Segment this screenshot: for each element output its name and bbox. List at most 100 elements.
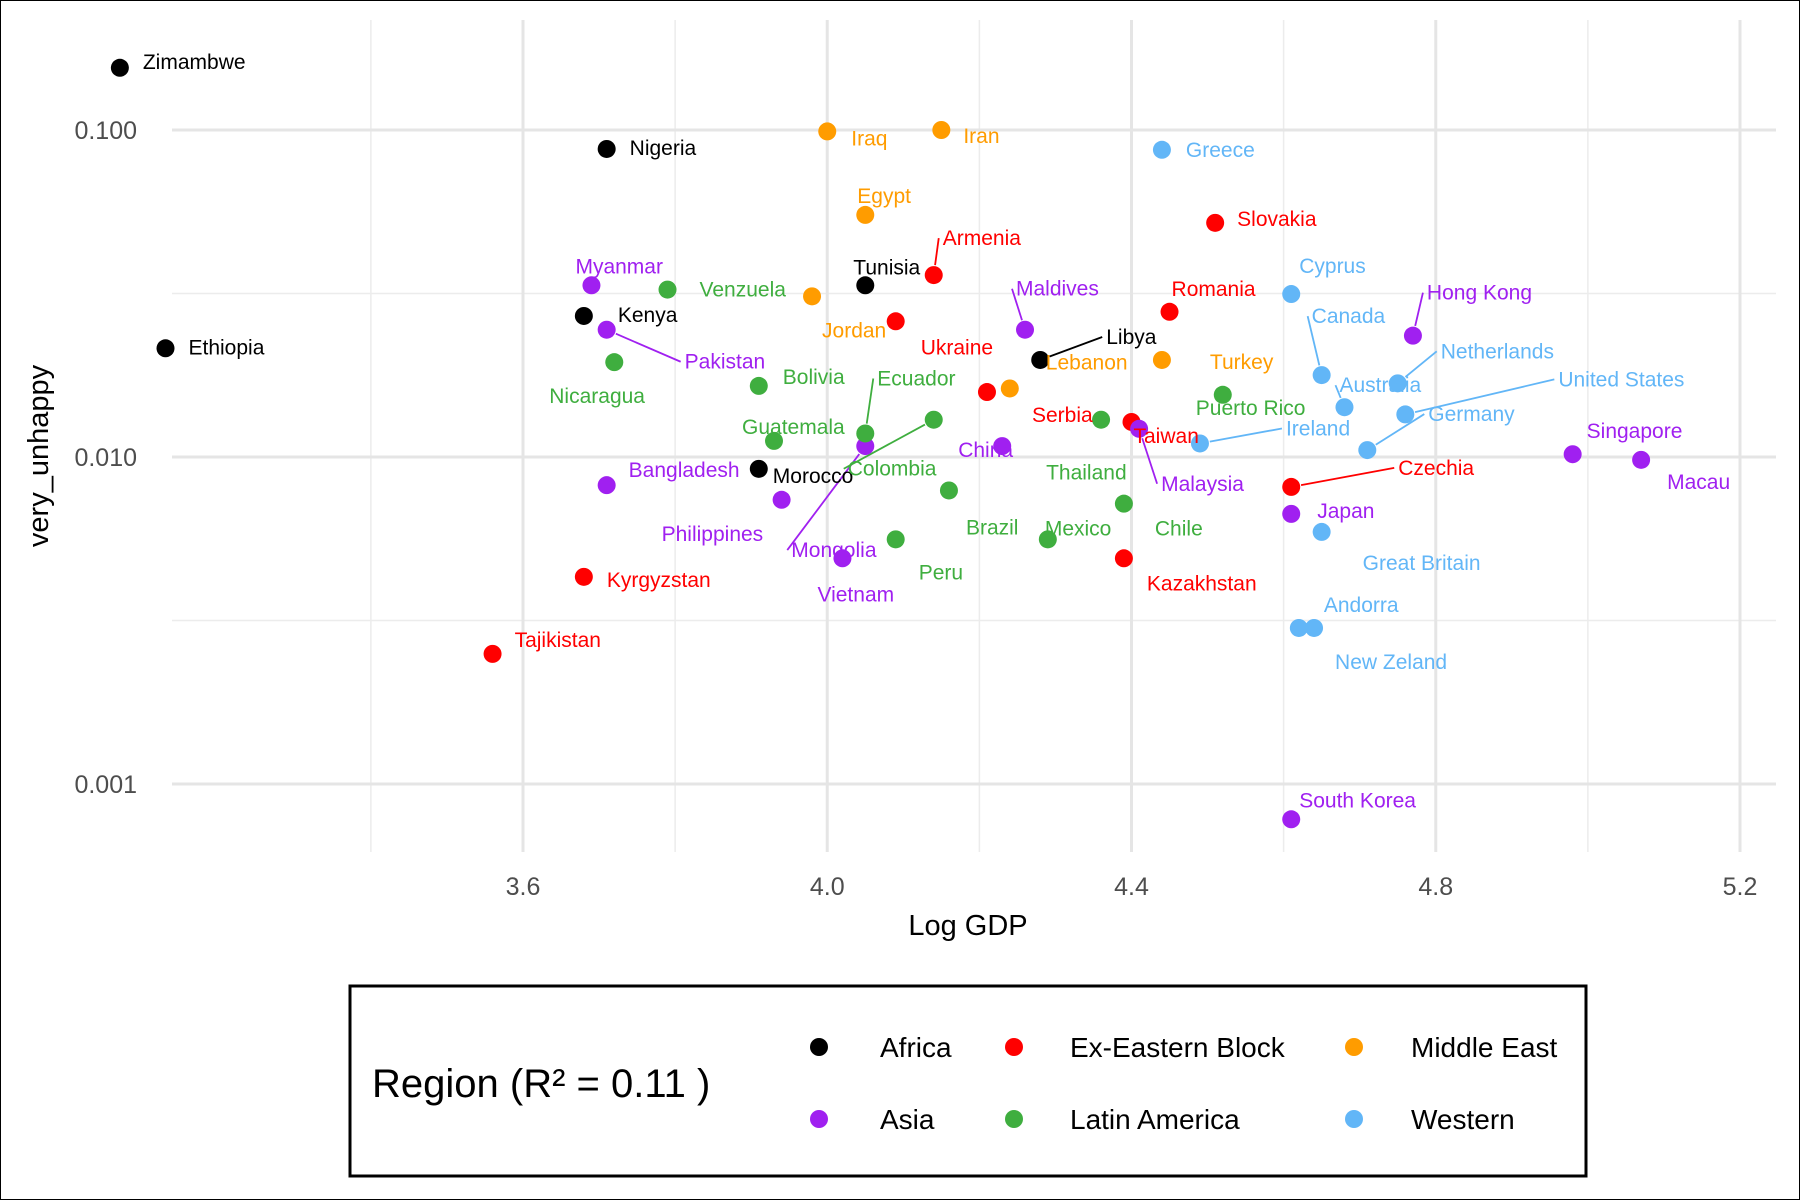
point-philippines — [772, 490, 791, 509]
point-peru — [886, 530, 905, 549]
leader-colombia — [843, 423, 926, 470]
point-zimambwe — [110, 58, 129, 77]
point-label-andorra: Andorra — [1324, 594, 1399, 617]
leader-maldives — [1011, 288, 1023, 321]
leader-germany — [1375, 413, 1425, 446]
point-label-peru: Peru — [919, 561, 963, 584]
point-romania — [1160, 302, 1179, 321]
point-label-cyprus: Cyprus — [1299, 255, 1366, 278]
point-guatemala — [765, 431, 784, 450]
point-ethiopia — [156, 339, 175, 358]
legend-key-latin-america — [1005, 1110, 1023, 1128]
point-nigeria — [597, 139, 616, 158]
point-label-egypt: Egypt — [857, 185, 911, 208]
legend-key-middle-east — [1345, 1038, 1363, 1056]
point-label-puerto-rico: Puerto Rico — [1196, 397, 1306, 420]
point-china — [993, 437, 1012, 456]
point-myanmar — [582, 276, 601, 295]
point-ireland — [1190, 434, 1209, 453]
point-label-tajikistan: Tajikistan — [515, 629, 601, 652]
point-libya — [1031, 350, 1050, 369]
point-label-netherlands: Netherlands — [1441, 340, 1554, 363]
point-puerto-rico — [1213, 385, 1232, 404]
point-label-canada: Canada — [1312, 305, 1386, 328]
point-label-malaysia: Malaysia — [1161, 473, 1244, 496]
point-label-morocco: Morocco — [773, 465, 854, 488]
point-brazil — [939, 481, 958, 500]
point-label-south-korea: South Korea — [1299, 789, 1416, 812]
legend-key-ex-eastern-block — [1005, 1038, 1023, 1056]
label-leader-lines — [615, 237, 1555, 551]
point-label-bangladesh: Bangladesh — [629, 459, 740, 482]
point-label-nigeria: Nigeria — [630, 137, 697, 160]
point-mexico — [1038, 530, 1057, 549]
point-new-zeland — [1305, 618, 1324, 637]
point-serbia — [977, 383, 996, 402]
point-label-maldives: Maldives — [1016, 278, 1099, 301]
point-label-ireland: Ireland — [1286, 417, 1350, 440]
point-label-pakistan: Pakistan — [685, 351, 766, 374]
legend-key-asia — [810, 1110, 828, 1128]
point-greece — [1152, 140, 1171, 159]
point-malaysia — [1130, 419, 1149, 438]
point-label-mexico: Mexico — [1045, 517, 1112, 540]
y-tick-label: 0.100 — [74, 117, 137, 145]
point-lebanon — [1000, 379, 1019, 398]
leader-ecuador — [865, 378, 875, 424]
legend-label-africa: Africa — [880, 1032, 952, 1063]
point-label-venzuela: Venzuela — [700, 279, 787, 302]
point-thailand — [1092, 410, 1111, 429]
leader-australia — [1334, 384, 1342, 399]
point-label-ethiopia: Ethiopia — [189, 336, 265, 359]
point-label-kazakhstan: Kazakhstan — [1147, 572, 1257, 595]
x-tick-label: 5.2 — [1723, 873, 1758, 901]
point-united-states — [1396, 405, 1415, 424]
legend-title: Region (R² = 0.11 ) — [372, 1062, 710, 1106]
legend-label-western: Western — [1411, 1104, 1515, 1135]
point-label-chile: Chile — [1155, 518, 1203, 541]
leader-mongolia — [786, 453, 861, 551]
point-label-ukraine: Ukraine — [921, 336, 993, 359]
point-macau — [1632, 450, 1651, 469]
point-great-britain — [1312, 522, 1331, 541]
leader-canada — [1306, 315, 1321, 366]
point-tajikistan — [483, 644, 502, 663]
point-label-myanmar: Myanmar — [575, 255, 663, 278]
point-label-thailand: Thailand — [1046, 462, 1127, 485]
point-kyrgyzstan — [574, 567, 593, 586]
point-label-new-zeland: New Zeland — [1335, 651, 1447, 674]
point-label-united-states: United States — [1558, 368, 1684, 391]
point-iran — [932, 121, 951, 139]
point-iraq — [818, 122, 837, 141]
point-bolivia — [749, 376, 768, 395]
point-label-japan: Japan — [1317, 500, 1374, 523]
point-egypt — [856, 205, 875, 224]
point-label-romania: Romania — [1172, 278, 1256, 301]
y-tick-label: 0.001 — [74, 771, 137, 799]
point-singapore — [1563, 445, 1582, 464]
point-label-bolivia: Bolivia — [783, 366, 845, 389]
point-label-czechia: Czechia — [1398, 457, 1474, 480]
point-label-singapore: Singapore — [1587, 420, 1683, 443]
leader-ireland — [1209, 427, 1283, 443]
point-label-lebanon: Lebanon — [1046, 351, 1128, 374]
point-label-hong-kong: Hong Kong — [1427, 282, 1532, 305]
point-vietnam — [833, 549, 852, 568]
point-label-serbia: Serbia — [1032, 404, 1093, 427]
point-nicaragua — [605, 353, 624, 372]
leader-libya — [1049, 336, 1103, 358]
point-czechia — [1282, 477, 1301, 496]
point-slovakia — [1206, 213, 1225, 232]
point-germany — [1358, 441, 1377, 460]
point-canada — [1312, 366, 1331, 385]
point-label-libya: Libya — [1106, 326, 1157, 349]
point-maldives — [1016, 320, 1035, 339]
point-label-australia: Australia — [1339, 374, 1421, 397]
plot-panel — [172, 20, 1776, 852]
point-label-china: China — [958, 439, 1013, 462]
point-ecuador — [856, 424, 875, 443]
point-hong-kong — [1403, 326, 1422, 345]
point-label-slovakia: Slovakia — [1237, 208, 1317, 231]
point-chile — [1114, 494, 1133, 513]
